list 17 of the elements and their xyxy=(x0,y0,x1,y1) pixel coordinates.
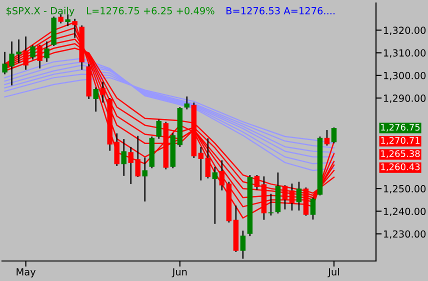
y-tick-label: 1,250.00 xyxy=(384,185,426,194)
annotation: B=1276.53 A=1276.... xyxy=(226,7,335,14)
y-tick-label: 1,240.00 xyxy=(384,208,426,216)
text: 1,265.38 xyxy=(381,150,420,158)
y-tick-label: 1,300.00 xyxy=(384,72,426,80)
y-tick-label: 1,310.00 xyxy=(384,49,426,58)
text: 1,276.75 xyxy=(381,124,420,132)
text: 1,270.71 xyxy=(381,137,420,145)
chart-subtitle: L=1276.75 +6.25 +0.49% xyxy=(87,7,214,14)
y-tick-label: 1,230.00 xyxy=(384,230,426,239)
y-tick-label: 1,320.00 xyxy=(384,26,426,35)
x-tick-label: Jun xyxy=(172,268,187,278)
text: 1,260.43 xyxy=(381,163,420,172)
y-tick-label: 1,290.00 xyxy=(384,94,426,103)
chart-title: $SPX.X - Daily xyxy=(6,6,74,16)
x-tick-label: Jul xyxy=(328,268,339,278)
x-tick-label: May xyxy=(16,268,36,278)
